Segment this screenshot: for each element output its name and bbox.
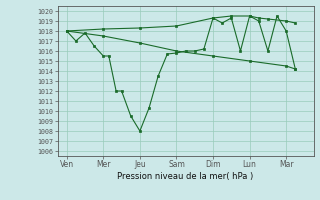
X-axis label: Pression niveau de la mer( hPa ): Pression niveau de la mer( hPa ) (117, 172, 254, 181)
